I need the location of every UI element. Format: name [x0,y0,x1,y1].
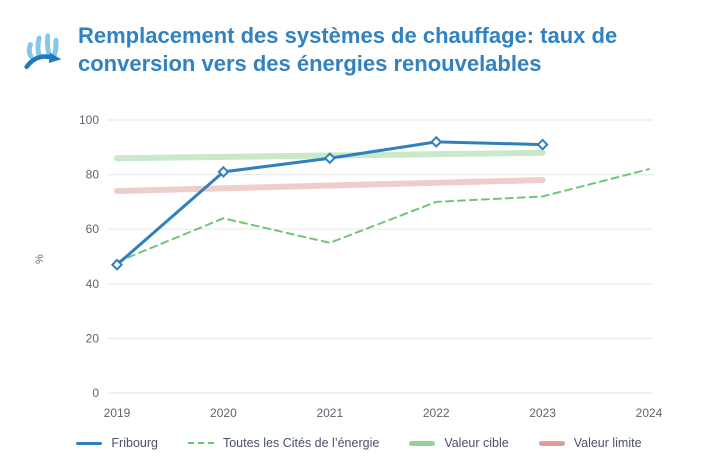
data-point-marker-fribourg-2021 [323,152,336,165]
y-tick-label: 20 [86,331,100,345]
x-tick-label: 2019 [104,406,131,420]
x-tick-label: 2022 [423,406,450,420]
legend-label-valeur-limite: Valeur limite [573,436,642,450]
y-tick-label: 80 [86,168,100,182]
legend-label-valeur-cible: Valeur cible [444,436,509,450]
page-title: Remplacement des systèmes de chauffage: … [78,23,618,76]
legend-item-valeur-cible[interactable]: Valeur cible [409,436,509,450]
heating-conversion-icon [24,33,62,70]
x-tick-label: 2021 [316,406,343,420]
y-tick-label: 0 [92,386,99,400]
legend-label-toutes-les-cit-s-de-l-nergie: Toutes les Cités de l’énergie [222,436,380,450]
header: Remplacement des systèmes de chauffage: … [18,22,693,78]
series-line-valeur-limite [114,177,546,194]
legend-item-valeur-limite[interactable]: Valeur limite [538,436,642,450]
data-point-marker-fribourg-2020 [217,165,230,178]
legend-item-fribourg[interactable]: Fribourg [76,436,158,450]
data-point-marker-fribourg-2022 [430,135,443,148]
legend-item-toutes-les-cit-s-de-l-nergie[interactable]: Toutes les Cités de l’énergie [187,436,380,450]
y-tick-label: 60 [86,222,100,236]
data-point-marker-fribourg-2023 [536,138,549,151]
legend-swatch-fribourg [76,441,103,445]
legend-swatch-valeur-cible [409,440,436,446]
y-axis-unit-label: % [34,254,46,264]
data-point-marker-fribourg-2019 [110,258,124,271]
y-tick-label: 100 [79,113,99,127]
series-line-toutes-les-cit-s-de-l-nergie [116,168,650,263]
chart-legend: Fribourg Toutes les Cités de l’énergie Val… [0,436,718,450]
x-tick-label: 2020 [210,406,237,420]
x-tick-label: 2023 [529,406,556,420]
y-tick-label: 40 [86,277,100,291]
line-chart: 0 20 40 60 80 100 2019 2020 2021 2022 2023 2024 [79,113,663,420]
legend-swatch-toutes-les-cit-s-de-l-nergie [187,442,214,444]
x-tick-label: 2024 [636,406,663,420]
legend-label-fribourg: Fribourg [111,436,158,450]
legend-swatch-valeur-limite [538,440,565,446]
